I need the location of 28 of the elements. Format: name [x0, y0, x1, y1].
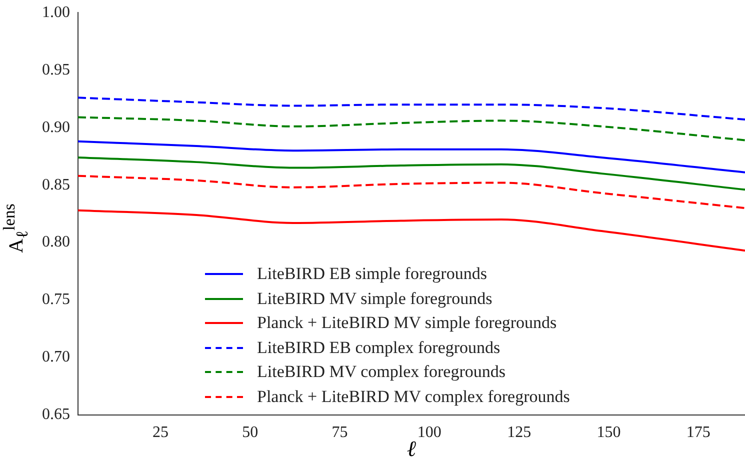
x-tick-label: 100	[417, 424, 442, 441]
line-series	[78, 156, 745, 191]
line-series	[78, 140, 745, 174]
x-tick-label: 150	[596, 424, 621, 441]
x-tick-label: 175	[686, 424, 710, 441]
legend-label: Planck + LiteBIRD MV simple foregrounds	[257, 313, 557, 334]
y-tick-label: 0.65	[42, 406, 70, 424]
line-series	[78, 209, 745, 252]
x-axis-title: ℓ	[406, 436, 416, 461]
legend-label: LiteBIRD MV complex foregrounds	[257, 362, 506, 382]
x-tick-label: 25	[152, 424, 168, 441]
legend-label: LiteBIRD EB complex foregrounds	[257, 338, 500, 358]
y-tick-label: 0.95	[42, 61, 70, 78]
line-series	[78, 116, 745, 142]
y-tick-label: 0.85	[42, 176, 70, 194]
legend-label: Planck + LiteBIRD MV complex foregrounds	[257, 386, 570, 407]
y-tick-label: 1.00	[42, 4, 70, 21]
legend-label: LiteBIRD MV simple foregrounds	[257, 288, 492, 309]
legend-label: LiteBIRD EB simple foregrounds	[257, 264, 487, 284]
line-series	[78, 174, 745, 210]
x-tick-label: 50	[242, 424, 258, 441]
y-tick-label: 0.70	[42, 348, 70, 366]
x-tick-label: 125	[507, 424, 532, 441]
line-series	[78, 96, 745, 121]
y-tick-label: 0.90	[42, 118, 70, 136]
y-tick-label: 0.75	[42, 291, 70, 308]
y-tick-label: 0.80	[42, 234, 70, 251]
x-tick-label: 75	[332, 424, 348, 441]
